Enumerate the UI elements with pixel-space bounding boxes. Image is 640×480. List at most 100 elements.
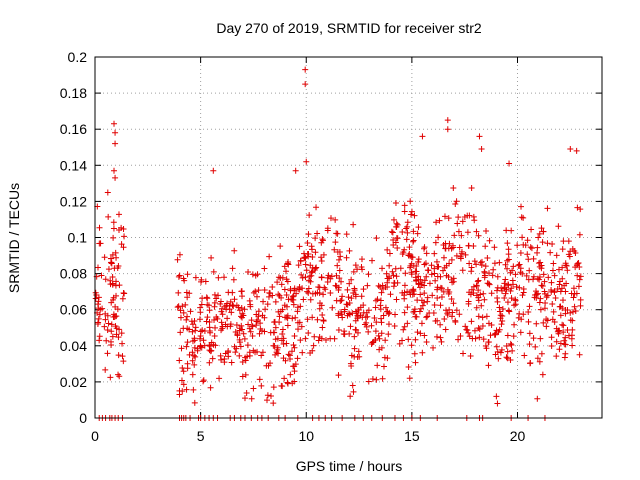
data-point <box>245 269 252 275</box>
data-point <box>241 306 248 313</box>
data-point <box>290 301 297 308</box>
data-point <box>239 314 246 321</box>
data-point <box>189 328 196 335</box>
data-point <box>499 318 506 325</box>
data-point <box>501 284 508 291</box>
outlier-point <box>176 387 183 394</box>
data-point <box>503 227 510 234</box>
data-point <box>278 337 285 344</box>
data-point <box>421 332 428 339</box>
outlier-point <box>506 160 513 167</box>
data-point <box>336 267 343 274</box>
data-point <box>382 304 389 311</box>
data-point <box>412 359 419 366</box>
data-point <box>120 290 127 297</box>
data-point <box>403 225 410 232</box>
data-point <box>506 308 513 315</box>
data-point <box>179 303 186 310</box>
data-point <box>453 307 460 314</box>
data-point <box>97 306 104 313</box>
data-point <box>177 307 184 314</box>
data-point <box>505 282 512 289</box>
data-point <box>305 231 312 238</box>
data-point <box>526 330 533 337</box>
data-point <box>319 236 326 243</box>
data-point <box>412 336 419 343</box>
data-point <box>486 237 493 244</box>
data-point <box>480 336 487 343</box>
data-point <box>475 232 482 239</box>
data-point <box>335 284 342 291</box>
data-point <box>576 263 583 270</box>
data-point <box>102 366 109 373</box>
data-point <box>415 258 422 265</box>
data-point <box>553 325 560 332</box>
data-point <box>362 314 369 321</box>
data-point <box>295 326 302 333</box>
data-point <box>499 306 506 313</box>
data-point <box>517 250 524 257</box>
data-point <box>194 347 201 354</box>
data-point <box>426 309 433 316</box>
data-point <box>351 333 358 340</box>
data-point <box>562 350 569 357</box>
data-point <box>218 356 225 363</box>
data-point <box>113 278 120 285</box>
data-point <box>176 357 183 364</box>
data-point <box>405 364 412 371</box>
data-point <box>312 249 319 256</box>
data-point <box>404 288 411 295</box>
data-point <box>335 372 342 379</box>
data-point <box>302 335 309 342</box>
data-point <box>231 296 238 303</box>
data-point <box>559 275 566 282</box>
data-point <box>423 250 430 257</box>
data-point <box>520 214 527 221</box>
data-point <box>566 253 573 260</box>
data-point <box>325 272 332 279</box>
data-point <box>536 299 543 306</box>
data-point <box>318 335 325 342</box>
data-point <box>332 239 339 246</box>
data-point <box>256 330 263 337</box>
data-point <box>231 343 238 350</box>
outlier-point <box>493 393 500 400</box>
data-point <box>524 251 531 258</box>
data-point <box>343 301 350 308</box>
data-point <box>211 333 218 340</box>
data-point <box>232 329 239 336</box>
data-point <box>365 271 372 278</box>
data-point <box>452 319 459 326</box>
data-point <box>405 336 412 343</box>
data-point <box>536 358 543 365</box>
data-point <box>318 254 325 261</box>
data-point <box>355 348 362 355</box>
data-point <box>455 214 462 221</box>
data-point <box>278 281 285 288</box>
data-point <box>505 307 512 314</box>
data-point <box>336 275 343 282</box>
data-point <box>492 331 499 338</box>
data-point <box>468 184 475 191</box>
data-point <box>517 329 524 336</box>
data-point <box>446 289 453 296</box>
data-point <box>577 302 584 309</box>
data-point <box>102 276 109 283</box>
data-point <box>338 278 345 285</box>
data-point <box>407 198 414 205</box>
data-point <box>539 283 546 290</box>
data-point <box>465 300 472 307</box>
outlier-point <box>112 140 119 147</box>
y-tick-label: 0.14 <box>60 157 87 173</box>
data-point <box>538 225 545 232</box>
data-point <box>291 333 298 340</box>
data-point <box>504 348 511 355</box>
data-point <box>180 368 187 375</box>
data-point <box>475 324 482 331</box>
data-point <box>571 290 578 297</box>
data-point <box>94 264 101 271</box>
data-point <box>455 228 462 235</box>
data-point <box>318 239 325 246</box>
data-point <box>200 378 207 385</box>
data-point <box>508 227 515 234</box>
